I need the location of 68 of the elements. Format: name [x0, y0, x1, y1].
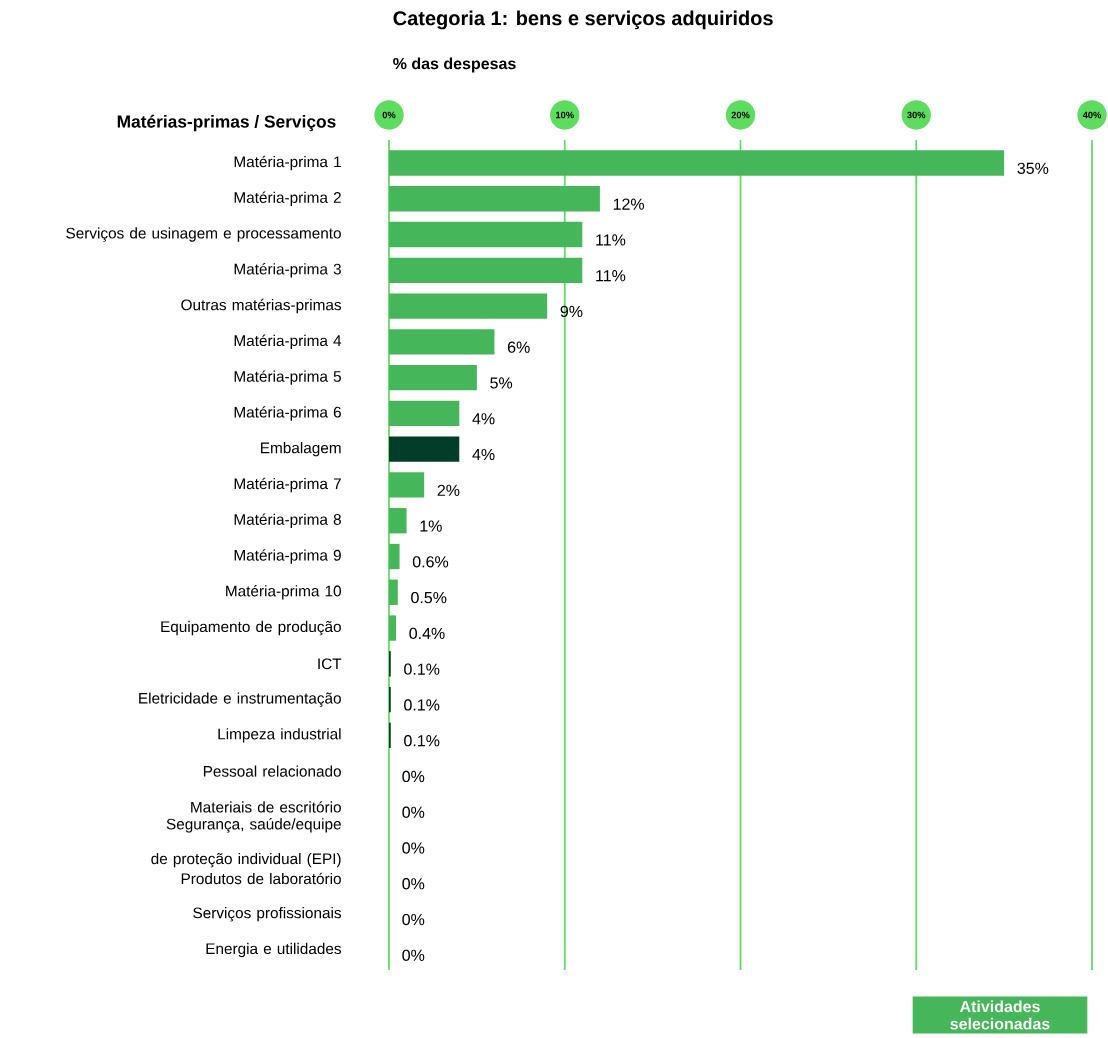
data-label: 0.4% — [409, 627, 445, 640]
data-label: 4% — [472, 448, 495, 461]
data-label: 0.1% — [404, 735, 440, 747]
bar — [389, 472, 425, 498]
bar — [389, 293, 548, 319]
data-label: 0% — [402, 806, 425, 818]
data-label: 1% — [420, 520, 442, 532]
y-tick-label: Produtos de laboratório — [181, 872, 341, 885]
bar — [389, 221, 583, 248]
y-tick-label: Matéria-prima 10 — [226, 585, 341, 600]
y-tick-label: Matéria-prima 8 — [234, 513, 341, 528]
y-tick-label: ICT — [318, 658, 342, 670]
chart-title: Categoria 1: bens e serviços adquiridos — [393, 10, 773, 30]
y-tick-label: Matéria-prima 2 — [234, 191, 341, 206]
y-tick-label: Outras matérias-primas — [181, 298, 342, 314]
x-axis-title: % das despesas — [393, 57, 516, 73]
y-tick-label: Limpeza industrial — [218, 728, 341, 743]
bar — [389, 329, 495, 355]
data-label: 2% — [437, 484, 460, 496]
y-tick-label: Eletricidade e instrumentação — [139, 692, 341, 707]
bar — [389, 364, 477, 391]
y-tick-label: Energia e utilidades — [206, 942, 342, 958]
bar — [389, 615, 397, 641]
data-label: 4% — [472, 413, 495, 425]
y-tick-label: Matéria-prima 5 — [234, 370, 341, 385]
y-tick-label: Serviços de usinagem e processamento — [66, 227, 341, 242]
data-label: 0.5% — [411, 591, 447, 604]
data-label: 0% — [402, 770, 425, 783]
bar — [389, 436, 460, 462]
data-label: 11% — [596, 270, 626, 282]
data-label: 0% — [402, 842, 425, 854]
y-tick-label: Matéria-prima 4 — [234, 334, 342, 350]
data-label: 12% — [613, 198, 645, 210]
bar — [389, 579, 398, 605]
data-label: 11% — [596, 234, 626, 246]
y-axis-title: Matérias-primas / Serviços — [117, 114, 336, 132]
y-tick-label: Embalagem — [261, 442, 341, 457]
x-tick-label: 20% — [731, 111, 750, 119]
data-label: 0% — [402, 949, 425, 961]
y-tick-label: Matéria-prima 7 — [234, 477, 341, 493]
data-label: 0% — [402, 878, 425, 890]
x-tick-label: 40% — [1082, 111, 1102, 119]
bar — [389, 186, 600, 212]
category-label: Segurança, saúde/equipe de proteção individual (EPI) — [151, 818, 341, 868]
text: Atividades selecionadas — [950, 1000, 1050, 1030]
data-label: 6% — [507, 341, 530, 353]
bar — [389, 150, 1005, 176]
data-label: 0% — [402, 913, 425, 926]
y-tick-label: Materiais de escritório — [191, 801, 341, 813]
y-tick-label: Matéria-prima 6 — [234, 406, 341, 421]
y-tick-label: Matéria-prima 3 — [234, 263, 341, 278]
y-tick-label: Equipamento de produção — [161, 620, 341, 636]
y-tick-label: Matéria-prima 1 — [234, 155, 341, 171]
x-tick-label: 0% — [382, 111, 396, 119]
x-tick-label: 10% — [555, 111, 574, 119]
data-label: 35% — [1017, 162, 1049, 174]
y-tick-label: Serviços profissionais — [193, 907, 342, 922]
data-label: 5% — [490, 377, 513, 389]
bar — [389, 508, 407, 534]
y-tick-label: Pessoal relacionado — [203, 765, 341, 777]
data-label: 0.1% — [404, 663, 440, 675]
bar — [389, 543, 400, 570]
data-label: 0.6% — [412, 556, 449, 568]
bar — [389, 400, 460, 427]
bar — [389, 257, 583, 283]
data-label: 0.1% — [404, 699, 440, 711]
x-tick-label: 30% — [907, 111, 926, 119]
y-tick-label: Matéria-prima 9 — [234, 549, 341, 564]
